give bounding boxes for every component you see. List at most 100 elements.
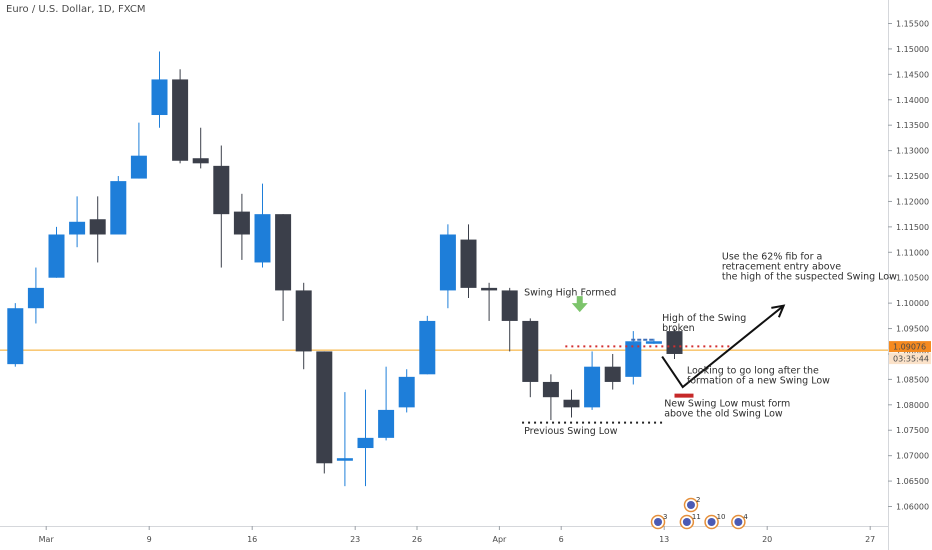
y-tick-label: 1.06500: [896, 477, 929, 486]
candle-body: [460, 239, 477, 288]
candle-body: [542, 381, 559, 398]
y-tick-label: 1.12000: [896, 197, 929, 206]
candle-body: [295, 290, 312, 352]
candle-body: [357, 437, 374, 449]
candle: [233, 193, 250, 260]
event-badge-icon[interactable]: 3: [650, 513, 668, 530]
x-tick-label: 20: [762, 535, 772, 544]
candle-body: [213, 165, 230, 215]
x-tick-label: Apr: [492, 535, 507, 544]
candle: [604, 353, 621, 390]
event-badge-flag: [707, 518, 716, 526]
candle-body: [254, 214, 271, 263]
y-tick-label: 1.07000: [896, 452, 929, 461]
candle: [130, 122, 147, 179]
candle: [563, 389, 580, 418]
y-tick-label: 1.15000: [896, 45, 929, 54]
event-badge-flag: [682, 518, 691, 526]
y-tick-label: 1.13500: [896, 121, 929, 130]
candle-body: [336, 458, 353, 461]
candle-body: [151, 79, 168, 116]
candle-body: [275, 214, 292, 291]
candle-body: [7, 308, 24, 365]
countdown-text: 03:35:44: [893, 355, 929, 364]
candle-body: [563, 399, 580, 408]
candle: [460, 224, 477, 299]
y-tick-label: 1.07500: [896, 426, 929, 435]
candle: [378, 366, 395, 441]
candle: [151, 51, 168, 128]
x-tick-label: Mar: [39, 535, 55, 544]
projection-path: [661, 304, 785, 389]
candle: [501, 287, 518, 352]
candle-body: [481, 287, 498, 291]
event-badge-icon[interactable]: 11: [679, 513, 701, 530]
new-swing-low-marker: [674, 393, 694, 398]
candle: [27, 267, 44, 324]
countdown-box: [889, 353, 931, 365]
y-tick-label: 1.14500: [896, 70, 929, 79]
candle-body: [522, 320, 539, 382]
candle-body: [69, 221, 86, 235]
candle-body: [130, 155, 147, 179]
y-tick-label: 1.11000: [896, 248, 929, 257]
candle: [192, 127, 209, 169]
event-badge-icon[interactable]: 10: [704, 513, 726, 530]
green-down-arrow-icon: [571, 296, 588, 313]
y-tick-label: 1.09500: [896, 325, 929, 334]
event-badge-icon[interactable]: 2: [683, 496, 700, 513]
y-tick-label: 1.10000: [896, 299, 929, 308]
candle-body: [419, 320, 436, 375]
y-tick-label: 1.11500: [896, 223, 929, 232]
event-badge-icon[interactable]: 4: [731, 513, 749, 530]
price-label-box: [889, 341, 931, 353]
chart-title: Euro / U.S. Dollar, 1D, FXCM: [6, 4, 146, 15]
x-tick-label: 16: [247, 535, 257, 544]
annotation-looking-2: formation of a new Swing Low: [687, 375, 830, 386]
candle: [439, 224, 456, 309]
y-tick-label: 1.15500: [896, 20, 929, 29]
candle: [481, 282, 498, 321]
x-tick-label: 26: [412, 535, 422, 544]
candle-body: [584, 366, 601, 408]
x-tick-label: 13: [659, 535, 669, 544]
candle: [336, 392, 353, 487]
candle-body: [398, 376, 415, 408]
candle: [254, 183, 271, 268]
candle: [295, 282, 312, 370]
annotation-fib-2: retracement entry above: [722, 262, 841, 273]
candle: [110, 176, 127, 235]
y-tick-label: 1.08000: [896, 401, 929, 410]
candle-body: [192, 158, 209, 164]
event-badge-count: 2: [696, 496, 700, 504]
candle: [645, 338, 662, 344]
y-tick-label: 1.10500: [896, 274, 929, 283]
annotation-new-low-2: above the old Swing Low: [664, 409, 783, 420]
event-badge-flag: [734, 518, 743, 526]
candle: [172, 69, 189, 164]
candle-body: [110, 181, 127, 235]
candle: [213, 145, 230, 268]
y-tick-label: 1.14000: [896, 96, 929, 105]
annotation-swing-high: Swing High Formed: [524, 288, 616, 299]
event-badge-count: 11: [692, 513, 701, 521]
x-tick-label: 27: [865, 535, 875, 544]
candle-body: [625, 341, 642, 377]
candle-body: [604, 366, 621, 382]
candle-body: [172, 79, 189, 161]
candle-body: [645, 341, 662, 344]
y-tick-label: 1.12500: [896, 172, 929, 181]
candle-body: [501, 290, 518, 321]
candle-body: [89, 219, 106, 235]
annotation-looking-1: Looking to go long after the: [687, 365, 819, 376]
candle: [357, 389, 374, 487]
x-tick-label: 6: [559, 535, 564, 544]
candle: [419, 315, 436, 375]
candle: [69, 196, 86, 248]
candle: [398, 369, 415, 413]
y-tick-label: 1.13000: [896, 147, 929, 156]
event-badge-count: 3: [663, 513, 667, 521]
candle-body: [378, 409, 395, 438]
annotation-high-broken-2: broken: [662, 323, 695, 334]
